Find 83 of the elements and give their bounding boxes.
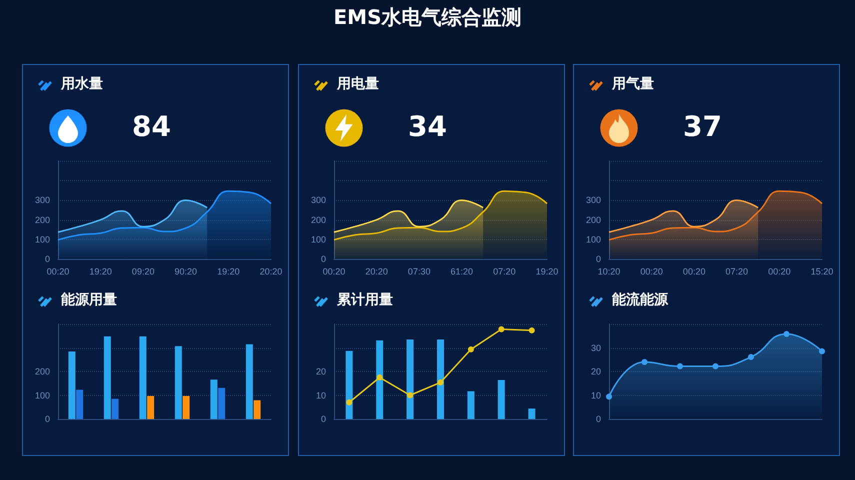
y-tick-label: 200 [586, 214, 601, 225]
chart-title: 能流能源 [612, 291, 669, 308]
x-tick-label: 00:20 [682, 266, 706, 276]
x-tick-label: 20:20 [365, 266, 388, 276]
y-tick-label: 300 [586, 195, 601, 206]
chart-title: 用气量 [611, 76, 654, 92]
point [528, 327, 535, 334]
point [346, 399, 352, 406]
bar [406, 339, 414, 419]
y-tick-label: 0 [596, 414, 601, 424]
y-tick-label: 0 [44, 414, 50, 424]
y-tick-label: 100 [310, 234, 326, 244]
text: EMS水电气综合监测 [332, 4, 522, 31]
y-tick-label: 100 [34, 234, 50, 244]
x-tick-label: 07:20 [726, 266, 748, 276]
x-tick-label: 19:20 [217, 266, 240, 276]
bar [218, 388, 226, 419]
y-tick-label: 0 [596, 254, 601, 264]
point [642, 359, 648, 365]
bar [376, 340, 384, 419]
chart-title: 用水量 [60, 76, 103, 92]
bar [498, 380, 505, 419]
y-tick-label: 100 [586, 234, 601, 244]
bar [68, 352, 76, 419]
point [498, 326, 504, 332]
x-tick-label: 15:20 [810, 266, 834, 276]
point [606, 394, 612, 400]
x-tick-label: 90:20 [174, 266, 198, 276]
x-tick-label: 07:20 [493, 266, 516, 276]
y-tick-label: 20 [316, 366, 326, 376]
point [677, 363, 683, 370]
point [376, 374, 383, 380]
chart-title: 累计用量 [336, 292, 393, 308]
x-tick-label: 00:20 [640, 266, 663, 276]
y-tick-label: 100 [34, 390, 50, 400]
y-tick-label: 20 [590, 366, 601, 376]
point [407, 392, 414, 398]
point [784, 330, 790, 337]
bar [182, 396, 190, 419]
chart-title: 能源用量 [61, 292, 117, 308]
x-tick-label: 19:20 [536, 266, 558, 276]
y-tick-label: 200 [34, 214, 50, 225]
y-tick-label: 300 [310, 195, 326, 206]
chart-title: 用电量 [336, 76, 379, 92]
x-tick-label: 61:20 [450, 266, 474, 276]
x-tick-label: 10:20 [598, 266, 620, 276]
x-tick-label: 00:20 [46, 266, 70, 276]
bar [76, 390, 84, 419]
y-tick-label: 200 [310, 214, 326, 225]
point [438, 379, 444, 386]
bar [139, 336, 146, 419]
bar [104, 336, 111, 419]
x-tick-label: 19:20 [89, 266, 112, 276]
point [819, 348, 825, 354]
bar [467, 391, 474, 419]
text: 84 [132, 110, 171, 143]
point [748, 354, 754, 360]
bar [346, 350, 353, 419]
x-tick-label: 09:20 [132, 266, 154, 276]
y-tick-label: 0 [44, 254, 50, 264]
x-tick-label: 20:20 [260, 266, 282, 276]
bar [147, 396, 154, 419]
text: 37 [683, 110, 722, 143]
y-tick-label: 300 [34, 195, 50, 206]
point [712, 363, 718, 370]
bar [112, 398, 119, 419]
y-tick-label: 0 [320, 414, 326, 424]
bar [174, 346, 182, 419]
y-tick-label: 0 [320, 254, 326, 264]
bar [254, 400, 261, 419]
bar [437, 339, 444, 419]
point [468, 346, 474, 352]
x-tick-label: 00:20 [322, 266, 346, 276]
bar [528, 408, 536, 419]
y-tick-label: 30 [590, 342, 601, 353]
text: 34 [408, 110, 447, 143]
x-tick-label: 00:20 [768, 266, 791, 276]
bar [246, 344, 253, 419]
y-tick-label: 10 [590, 390, 601, 400]
x-tick-label: 07:30 [408, 266, 430, 276]
y-tick-label: 200 [34, 366, 50, 376]
y-tick-label: 10 [316, 390, 326, 400]
bar [210, 380, 218, 419]
